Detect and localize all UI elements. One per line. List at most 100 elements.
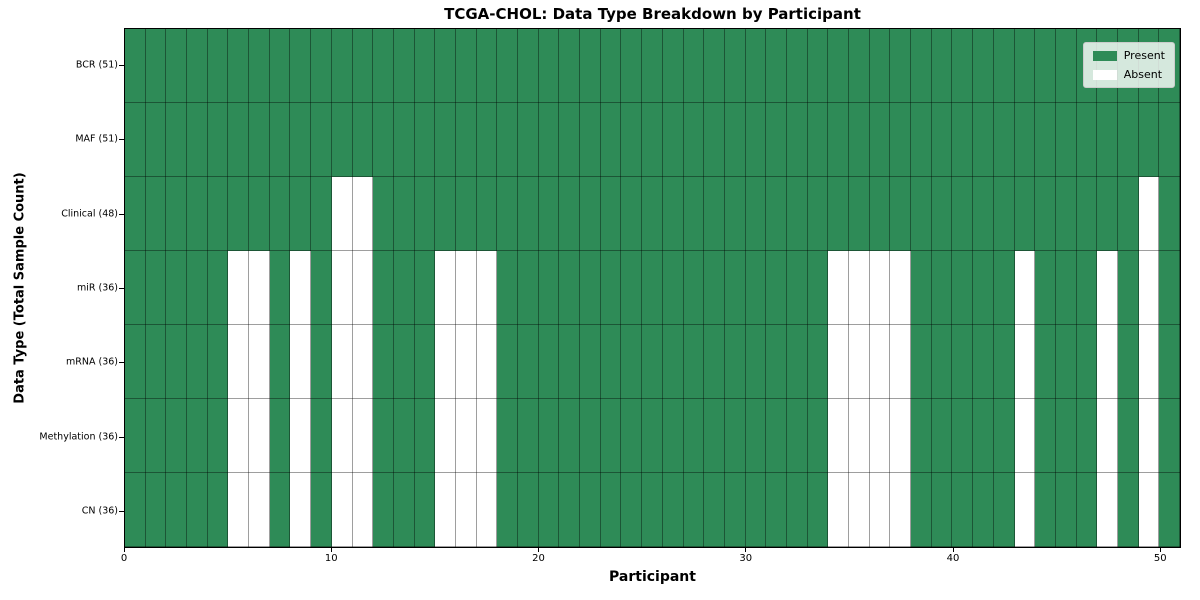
legend-label-absent: Absent [1123, 68, 1163, 81]
heatmap-cell [187, 177, 208, 251]
heatmap-cell [642, 473, 663, 547]
heatmap-cell [828, 325, 850, 399]
heatmap-cell [621, 103, 643, 177]
heatmap-cell [559, 473, 581, 547]
y-tick-label: miR (36) [76, 282, 118, 294]
heatmap-cell [724, 103, 746, 177]
heatmap-cell [145, 399, 167, 473]
heatmap-cell [145, 325, 167, 399]
heatmap-cell [228, 177, 250, 251]
heatmap-cell [952, 251, 974, 325]
heatmap-cell [1035, 103, 1056, 177]
heatmap-cell [1159, 103, 1180, 177]
heatmap-cell [786, 177, 808, 251]
heatmap-cell [455, 177, 477, 251]
heatmap-cell [476, 251, 498, 325]
heatmap-cell [166, 177, 188, 251]
heatmap-cell [600, 325, 622, 399]
heatmap-cell [373, 103, 394, 177]
heatmap-cell [683, 177, 705, 251]
heatmap-cell [683, 29, 705, 103]
heatmap-cell [414, 399, 436, 473]
heatmap-cell [1138, 399, 1160, 473]
heatmap-cell [559, 103, 581, 177]
heatmap-cell [476, 177, 498, 251]
heatmap-cell [455, 399, 477, 473]
heatmap-cell [973, 399, 994, 473]
heatmap-cell [538, 251, 560, 325]
heatmap-cell [207, 29, 229, 103]
heatmap-cell [352, 29, 374, 103]
heatmap-cell [786, 103, 808, 177]
heatmap-cell [911, 399, 932, 473]
heatmap-cell [828, 473, 850, 547]
heatmap-cell [869, 473, 891, 547]
y-tick-label: mRNA (36) [66, 356, 118, 368]
heatmap-cell [373, 251, 394, 325]
heatmap-cell [311, 177, 332, 251]
heatmap-cell [683, 251, 705, 325]
heatmap-cell [166, 251, 188, 325]
x-tick-label: 20 [532, 553, 545, 564]
heatmap-cell [228, 251, 250, 325]
heatmap-cell [125, 251, 146, 325]
heatmap-cell [331, 251, 353, 325]
heatmap-cell [890, 29, 912, 103]
heatmap-cell [1076, 177, 1098, 251]
heatmap-cell [1014, 29, 1036, 103]
heatmap-cell [662, 103, 684, 177]
heatmap-cell [207, 473, 229, 547]
heatmap-cell [890, 399, 912, 473]
heatmap-cell [704, 473, 725, 547]
heatmap-cell [1097, 177, 1118, 251]
heatmap-cell [518, 473, 539, 547]
heatmap-cell [828, 29, 850, 103]
heatmap-cell [249, 103, 270, 177]
heatmap-cell [1014, 177, 1036, 251]
heatmap-cell [911, 251, 932, 325]
heatmap-cell [642, 103, 663, 177]
heatmap-cell [849, 177, 870, 251]
heatmap-cell [807, 399, 829, 473]
heatmap-cell [1076, 325, 1098, 399]
heatmap-cell [849, 473, 870, 547]
legend: Present Absent [1082, 42, 1175, 88]
heatmap-cell [1117, 473, 1139, 547]
heatmap-cell [538, 399, 560, 473]
y-tick-mark [119, 139, 124, 141]
heatmap-cell [973, 29, 994, 103]
heatmap-cell [745, 325, 767, 399]
heatmap-cell [1055, 103, 1077, 177]
heatmap-cell [249, 29, 270, 103]
heatmap-cell [393, 325, 415, 399]
heatmap-cell [497, 177, 519, 251]
heatmap-cell [662, 325, 684, 399]
heatmap-cell [911, 103, 932, 177]
heatmap-cell [786, 251, 808, 325]
heatmap-cell [993, 399, 1015, 473]
heatmap-cell [704, 325, 725, 399]
heatmap-cell [724, 177, 746, 251]
heatmap-cell [621, 29, 643, 103]
legend-item-absent: Absent [1092, 68, 1165, 81]
heatmap-cell [476, 103, 498, 177]
heatmap-cell [766, 325, 787, 399]
heatmap-cell [269, 103, 291, 177]
heatmap-cell [1117, 251, 1139, 325]
heatmap-cell [724, 473, 746, 547]
heatmap-cell [993, 325, 1015, 399]
heatmap-cell [435, 29, 456, 103]
heatmap-cell [683, 325, 705, 399]
heatmap-cell [1014, 103, 1036, 177]
chart-title: TCGA-CHOL: Data Type Breakdown by Partic… [444, 5, 861, 23]
heatmap-cell [745, 29, 767, 103]
heatmap-cell [745, 177, 767, 251]
heatmap-cell [1159, 399, 1180, 473]
heatmap-cell [455, 103, 477, 177]
heatmap-cell [393, 103, 415, 177]
heatmap-cell [724, 399, 746, 473]
heatmap-cell [1138, 251, 1160, 325]
heatmap-cell [145, 251, 167, 325]
heatmap-cell [269, 29, 291, 103]
heatmap-cell [600, 103, 622, 177]
